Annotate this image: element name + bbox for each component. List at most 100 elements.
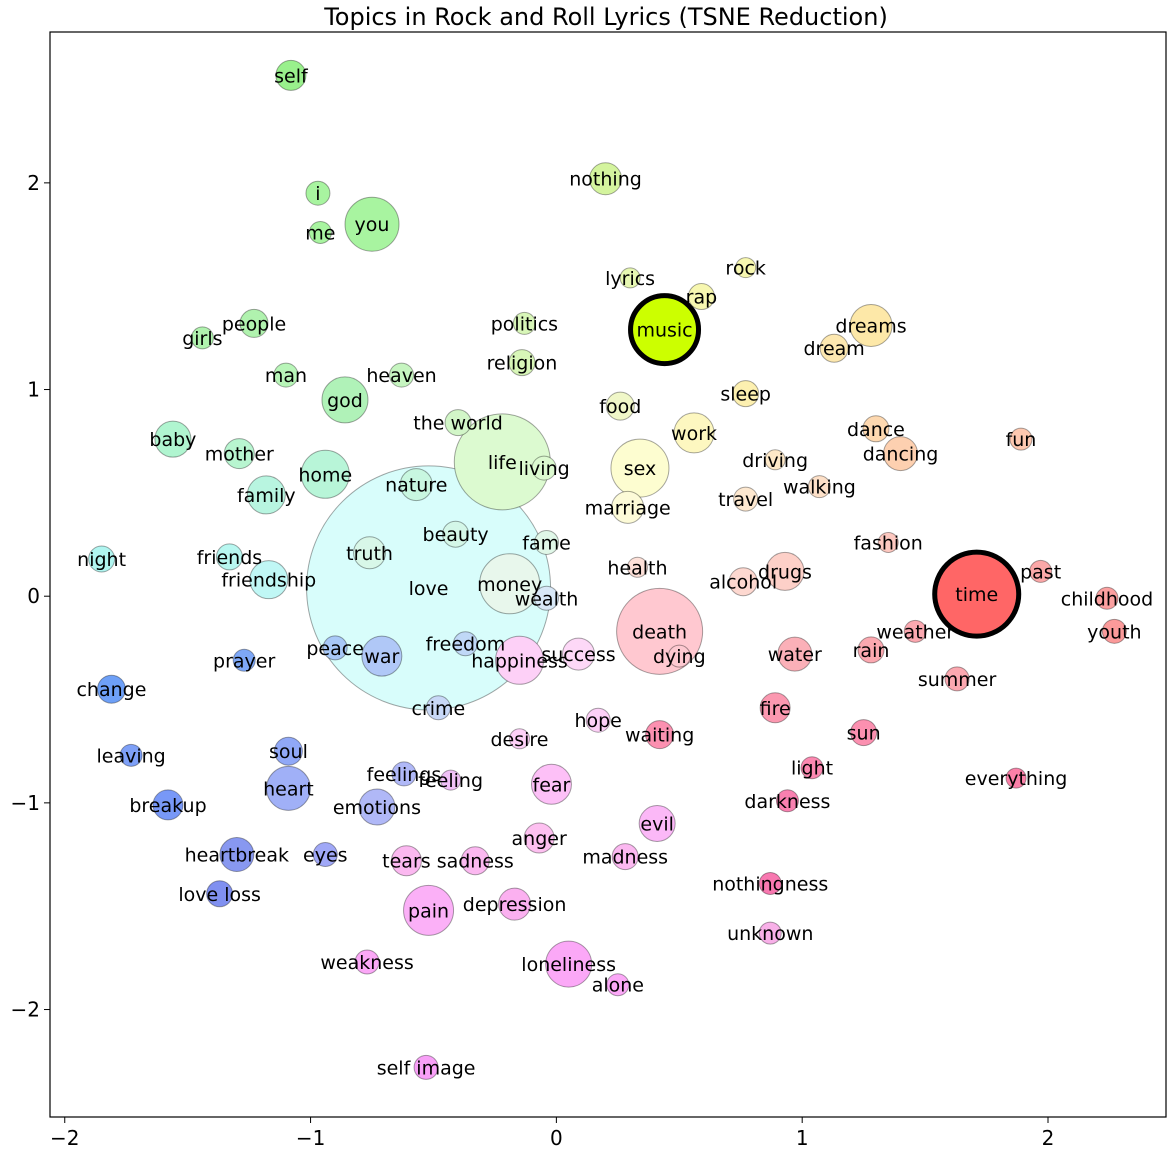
bubble-label-emotions: emotions (333, 797, 421, 819)
bubble-label-living: living (518, 458, 569, 480)
bubble-label-work: work (671, 423, 717, 445)
bubble-label-money: money (477, 574, 542, 596)
bubble-label-home: home (298, 464, 352, 486)
bubble-driving (764, 449, 786, 471)
bubble-time (932, 549, 1022, 639)
bubble-success (562, 637, 596, 671)
bubble-label-crime: crime (412, 698, 466, 720)
y-tick-label: −1 (11, 791, 40, 815)
bubble-nothingness (758, 871, 782, 895)
bubble-label-happiness: happiness (471, 650, 568, 672)
bubble-label-fun: fun (1006, 429, 1037, 451)
bubble-label-water: water (768, 644, 822, 666)
bubble-label-politics: politics (491, 313, 558, 335)
bubble-label-baby: baby (149, 429, 196, 451)
bubble-label-soul: soul (269, 741, 308, 763)
bubble-label-marriage: marriage (585, 497, 671, 519)
bubble-crime (425, 695, 451, 721)
bubble-travel (733, 486, 759, 512)
bubble-home (300, 449, 350, 499)
bubble-dreams (849, 303, 893, 347)
bubble-label-god: god (327, 390, 363, 412)
bubble-label-everything: everything (965, 768, 1068, 790)
bubble-walking (807, 475, 831, 499)
bubble-unknown (758, 921, 782, 945)
bubble-label-rap: rap (686, 287, 718, 309)
bubble-label-weakness: weakness (320, 952, 413, 974)
bubble-wealth (534, 585, 560, 611)
bubble-music (628, 293, 702, 367)
bubble-past (1029, 559, 1053, 583)
bubble-label-girls: girls (182, 328, 222, 350)
bubble-money (479, 553, 541, 615)
bubble-prayer (232, 648, 256, 672)
bubble-label-heartbreak: heartbreak (185, 845, 289, 867)
bubble-darkness (775, 789, 799, 813)
tick-layer: −2 −1 0 1 2 −2 −1 0 1 2 (11, 171, 1055, 1150)
bubble-label-fire: fire (760, 698, 791, 720)
bubble-label-light: light (791, 758, 833, 780)
bubble-label-lyrics: lyrics (605, 268, 655, 290)
bubble-label-success: success (541, 644, 615, 666)
bubble-fame (534, 529, 560, 555)
axes-frame (49, 31, 1167, 1118)
bubble-label-alone: alone (592, 975, 644, 997)
plot-frame (49, 31, 1167, 1118)
bubble-sleep (732, 380, 760, 408)
bubble-label-nature: nature (385, 475, 447, 497)
bubble-religion (508, 349, 536, 377)
bubble-label-wealth: wealth (515, 588, 579, 610)
bubble-label-mother: mother (205, 444, 274, 466)
y-tick-label: −2 (11, 998, 40, 1022)
bubble-label-hope: hope (574, 710, 621, 732)
bubble-label-freedom: freedom (426, 634, 506, 656)
bubble-lyrics (619, 267, 641, 289)
bubble-pain (403, 884, 455, 936)
bubble-family (246, 475, 286, 515)
bubble-self-image (413, 1054, 439, 1080)
bubble-sex (610, 438, 670, 498)
bubble-label-feelings: feelings (367, 764, 442, 786)
bubble-youth (1101, 618, 1127, 644)
bubble-label-dream: dream (804, 338, 865, 360)
bubble-label-tears: tears (382, 851, 431, 873)
bubble-nothing (589, 162, 623, 196)
bubble-waiting (645, 720, 675, 750)
bubble-work (673, 412, 715, 454)
bubble-soul (273, 736, 303, 766)
bubble-label-nothing: nothing (569, 169, 642, 191)
bubble-label-you: you (355, 214, 390, 236)
bubble-label-heaven: heaven (366, 365, 436, 387)
bubble-me (308, 220, 332, 244)
chart-title: Topics in Rock and Roll Lyrics (TSNE Red… (323, 3, 888, 31)
bubble-leaving (119, 743, 143, 767)
bubble-water (777, 636, 813, 672)
bubble-fashion (877, 531, 899, 553)
bubble-mother (223, 438, 255, 470)
bubble-label-sun: sun (847, 723, 881, 745)
bubble-label-dying: dying (653, 646, 706, 668)
bubble-fire (759, 692, 791, 724)
bubble-label-darkness: darkness (744, 791, 830, 813)
bubble-label-the-world: the world (413, 413, 503, 435)
bubble-baby (154, 420, 192, 458)
bubble-happiness (495, 635, 545, 685)
bubble-rap (687, 283, 715, 311)
bubble-childhood (1095, 586, 1119, 610)
bubble-hope (585, 707, 611, 733)
bubble-sun (850, 719, 878, 747)
bubble-drugs (765, 551, 805, 591)
bubble-label-travel: travel (718, 489, 773, 511)
bubble-love-loss (206, 880, 234, 908)
bubble-label-prayer: prayer (213, 650, 275, 672)
bubble-label-me: me (305, 222, 335, 244)
bubble-alone (606, 973, 630, 997)
bubble-friends (215, 543, 243, 571)
bubble-weakness (354, 949, 380, 975)
bubble-label-breakup: breakup (129, 795, 206, 817)
bubble-living (531, 455, 557, 481)
bubble-label-summer: summer (918, 669, 997, 691)
y-tick-label: 0 (27, 584, 40, 608)
